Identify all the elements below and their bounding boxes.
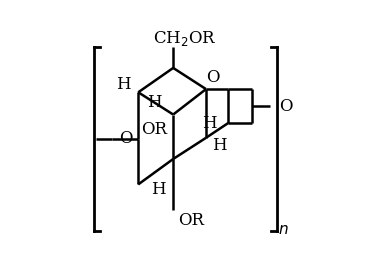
Text: O: O bbox=[206, 69, 220, 86]
Text: H: H bbox=[151, 181, 166, 198]
Text: O: O bbox=[279, 98, 293, 115]
Text: O: O bbox=[119, 130, 133, 147]
Text: H: H bbox=[116, 76, 131, 94]
Text: CH$_2$OR: CH$_2$OR bbox=[153, 29, 217, 48]
Text: H: H bbox=[147, 94, 161, 111]
Text: OR: OR bbox=[141, 121, 167, 138]
Text: H: H bbox=[213, 137, 227, 154]
Text: H: H bbox=[202, 115, 217, 132]
Text: OR: OR bbox=[178, 212, 204, 229]
Text: $n$: $n$ bbox=[278, 223, 289, 237]
